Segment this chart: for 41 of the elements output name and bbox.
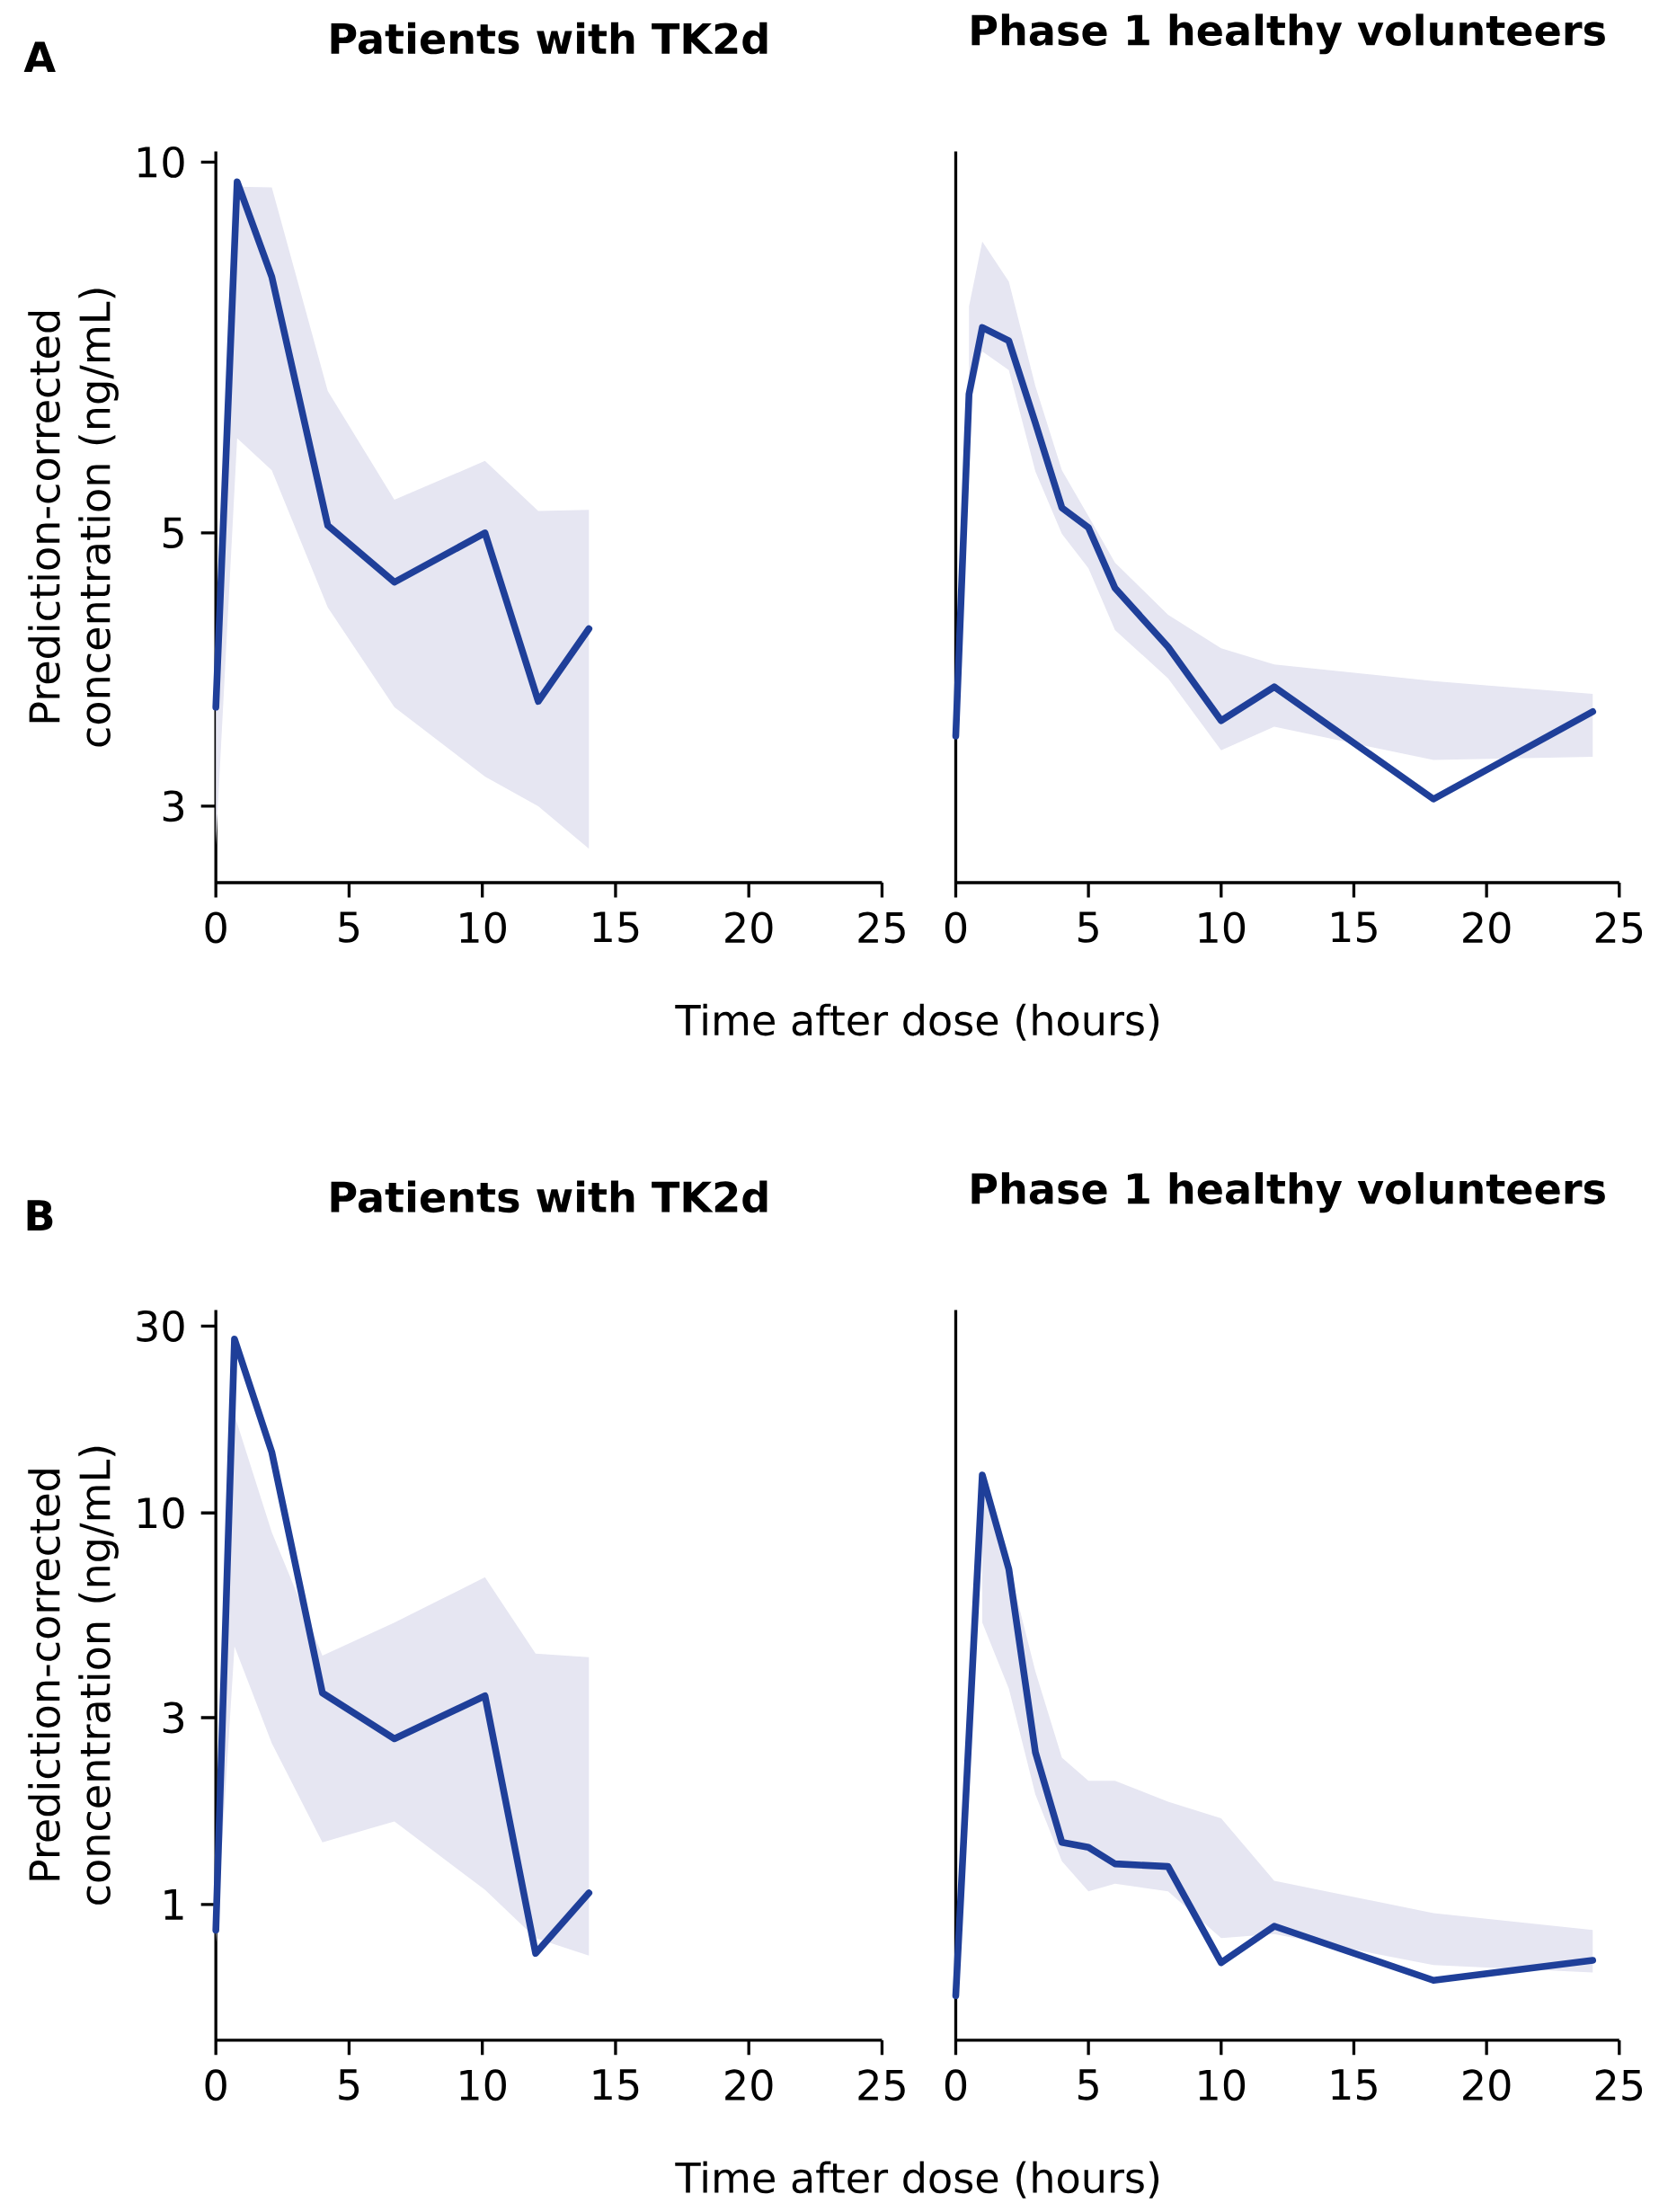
chart-title: Patients with TK2d	[331, 1180, 767, 1213]
x-tick-label: 5	[1078, 911, 1098, 943]
x-tick-label: 5	[339, 911, 359, 943]
x-tick-label: 25	[1595, 911, 1642, 944]
x-tick-label: 0	[945, 911, 966, 944]
x-tick-label: 20	[1462, 911, 1511, 944]
x-tick-label: 0	[205, 911, 226, 944]
x-tick-label: 10	[1199, 2069, 1245, 2101]
x-tick-label: 5	[339, 2069, 359, 2101]
y-tick-label: 1	[164, 1889, 183, 1920]
x-axis-title: Time after dose (hours)	[675, 2161, 1158, 2199]
x-tick-label: 15	[593, 911, 638, 943]
x-tick-label: 20	[1462, 2069, 1511, 2101]
x-tick-label: 25	[858, 911, 905, 944]
x-tick-label: 15	[593, 2069, 638, 2101]
y-axis-title: Prediction-corrected concentration (ng/mL)	[28, 289, 119, 747]
x-tick-label: 15	[1331, 2069, 1377, 2101]
x-tick-label: 25	[858, 2069, 905, 2101]
x-tick-label: 20	[724, 911, 773, 944]
y-tick-label: 3	[163, 790, 183, 822]
x-tick-label: 15	[1331, 911, 1377, 943]
x-tick-label: 20	[724, 2069, 773, 2101]
x-tick-label: 25	[1595, 2069, 1642, 2101]
y-tick-label: 10	[138, 1497, 184, 1529]
x-axis-title: Time after dose (hours)	[675, 1003, 1158, 1041]
x-tick-label: 0	[205, 2069, 226, 2101]
x-tick-label: 0	[945, 2069, 966, 2101]
y-axis-title: Prediction-corrected concentration (ng/mL)	[28, 1446, 119, 1905]
x-tick-label: 10	[460, 911, 506, 944]
y-tick-label: 10	[138, 146, 184, 178]
chart-title: Patients with TK2d	[331, 22, 767, 55]
text: B	[27, 1200, 53, 1230]
x-tick-label: 5	[1078, 2069, 1098, 2101]
y-tick-label: 5	[163, 517, 183, 549]
chart-title: Phase 1 healthy volunteers	[971, 1172, 1605, 1213]
y-tick-label: 30	[137, 1310, 184, 1342]
x-tick-label: 10	[460, 2069, 506, 2101]
text: A	[23, 41, 56, 73]
y-tick-label: 3	[163, 1701, 183, 1734]
x-tick-label: 10	[1199, 911, 1245, 944]
chart-title: Phase 1 healthy volunteers	[971, 13, 1605, 55]
